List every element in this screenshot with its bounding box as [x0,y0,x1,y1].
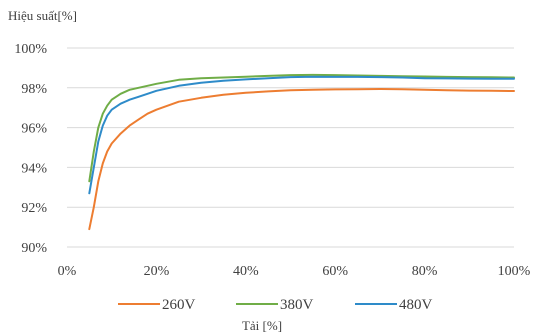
x-tick-label: 60% [322,264,348,279]
legend-label: 480V [399,297,433,313]
x-tick-label: 80% [412,264,438,279]
x-tick-label: 40% [233,264,259,279]
y-tick-label: 98% [21,82,47,97]
y-tick-labels: 90% 92% 94% 96% 98% 100% [14,42,47,256]
x-tick-label: 100% [498,264,531,279]
series-line-380V [88,73,515,183]
y-tick-label: 90% [21,241,47,256]
series-line-260V [88,88,515,231]
legend-label: 260V [162,297,196,313]
legend: 260V 380V 480V [118,297,433,313]
series-line-480V [88,75,515,195]
series-lines [88,73,515,231]
legend-label: 380V [280,297,314,313]
y-tick-label: 96% [21,122,47,137]
x-tick-label: 20% [144,264,170,279]
y-tick-label: 94% [21,161,47,176]
x-tick-labels: 0% 20% 40% 60% 80% 100% [58,264,531,279]
y-tick-label: 100% [14,42,47,57]
x-axis-label: Tải [%] [242,318,282,333]
y-axis-label: Hiệu suất[%] [8,8,77,23]
y-tick-label: 92% [21,201,47,216]
x-tick-label: 0% [58,264,77,279]
